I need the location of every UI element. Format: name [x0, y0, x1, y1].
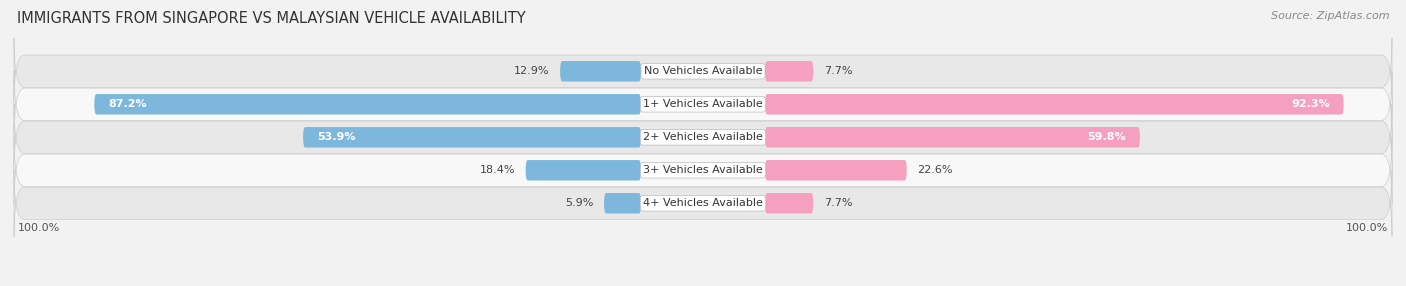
FancyBboxPatch shape — [94, 94, 641, 114]
FancyBboxPatch shape — [605, 193, 641, 214]
Text: 92.3%: 92.3% — [1291, 99, 1330, 109]
FancyBboxPatch shape — [765, 160, 907, 180]
FancyBboxPatch shape — [14, 137, 1392, 204]
FancyBboxPatch shape — [14, 170, 1392, 237]
Text: 53.9%: 53.9% — [316, 132, 356, 142]
Text: 87.2%: 87.2% — [108, 99, 146, 109]
FancyBboxPatch shape — [765, 127, 1140, 148]
Text: IMMIGRANTS FROM SINGAPORE VS MALAYSIAN VEHICLE AVAILABILITY: IMMIGRANTS FROM SINGAPORE VS MALAYSIAN V… — [17, 11, 526, 26]
Text: 5.9%: 5.9% — [565, 198, 593, 208]
FancyBboxPatch shape — [14, 71, 1392, 138]
FancyBboxPatch shape — [14, 104, 1392, 171]
FancyBboxPatch shape — [304, 127, 641, 148]
Text: 7.7%: 7.7% — [824, 66, 852, 76]
Text: 100.0%: 100.0% — [1347, 223, 1389, 233]
Text: 18.4%: 18.4% — [479, 165, 516, 175]
Text: 1+ Vehicles Available: 1+ Vehicles Available — [643, 99, 763, 109]
FancyBboxPatch shape — [765, 61, 813, 82]
Text: 7.7%: 7.7% — [824, 198, 852, 208]
Text: 2+ Vehicles Available: 2+ Vehicles Available — [643, 132, 763, 142]
FancyBboxPatch shape — [765, 94, 1344, 114]
Text: 22.6%: 22.6% — [917, 165, 952, 175]
Text: 59.8%: 59.8% — [1087, 132, 1126, 142]
Text: 3+ Vehicles Available: 3+ Vehicles Available — [643, 165, 763, 175]
FancyBboxPatch shape — [14, 38, 1392, 105]
Text: 12.9%: 12.9% — [515, 66, 550, 76]
FancyBboxPatch shape — [526, 160, 641, 180]
Text: No Vehicles Available: No Vehicles Available — [644, 66, 762, 76]
Text: Source: ZipAtlas.com: Source: ZipAtlas.com — [1271, 11, 1389, 21]
FancyBboxPatch shape — [560, 61, 641, 82]
Text: 4+ Vehicles Available: 4+ Vehicles Available — [643, 198, 763, 208]
FancyBboxPatch shape — [765, 193, 813, 214]
Text: 100.0%: 100.0% — [17, 223, 59, 233]
